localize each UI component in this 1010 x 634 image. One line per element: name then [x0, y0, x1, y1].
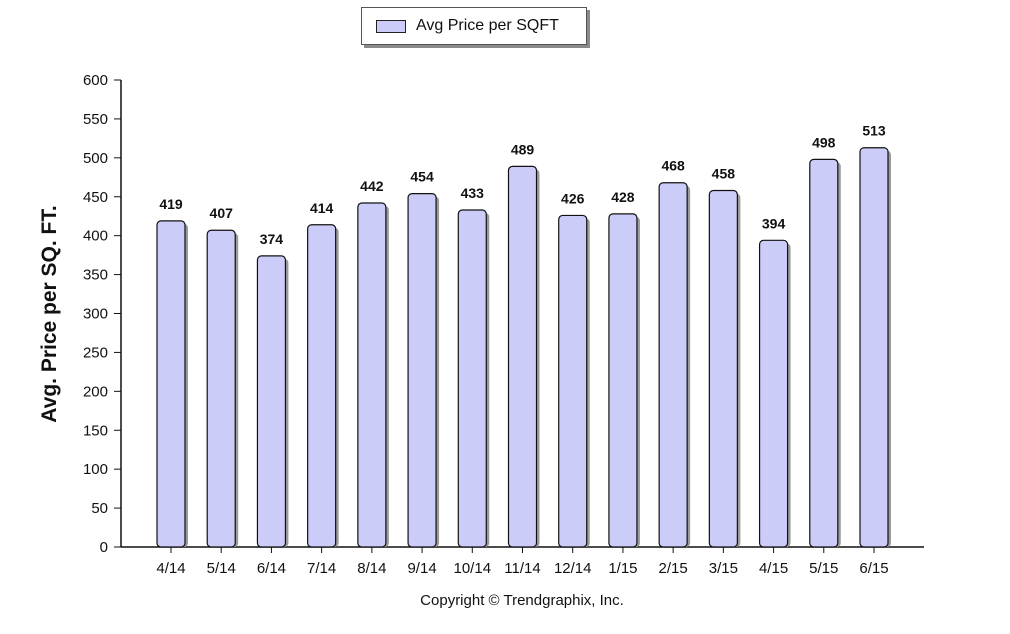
x-tick-label: 4/14	[156, 560, 185, 577]
data-label: 513	[862, 123, 886, 139]
data-label: 374	[260, 231, 284, 247]
y-tick-label: 200	[83, 383, 108, 400]
bar	[558, 214, 588, 548]
data-label: 426	[561, 190, 585, 206]
x-tick-label: 3/15	[709, 560, 738, 577]
x-tick-label: 5/14	[207, 560, 236, 577]
data-label: 407	[210, 205, 234, 221]
y-tick-label: 300	[83, 306, 108, 323]
data-label: 442	[360, 178, 384, 194]
y-tick-label: 250	[83, 344, 108, 361]
data-label: 433	[461, 185, 485, 201]
bar	[457, 209, 487, 548]
chart-legend: Avg Price per SQFT	[361, 7, 587, 45]
x-tick-label: 2/15	[659, 560, 688, 577]
y-tick-label: 350	[83, 267, 108, 284]
y-tick-label: 550	[83, 111, 108, 128]
data-label: 419	[159, 196, 183, 212]
y-tick-label: 100	[83, 461, 108, 478]
x-tick-label: 5/15	[809, 560, 838, 577]
copyright-text: Copyright © Trendgraphix, Inc.	[420, 592, 624, 609]
bar	[859, 147, 889, 548]
x-tick-label: 8/14	[357, 560, 386, 577]
data-label: 468	[661, 158, 685, 174]
x-tick-label: 10/14	[454, 560, 492, 577]
bar	[156, 220, 186, 548]
x-tick-label: 4/15	[759, 560, 788, 577]
bar	[206, 229, 236, 548]
bar	[608, 213, 638, 548]
y-tick-label: 150	[83, 422, 108, 439]
data-label: 394	[762, 215, 786, 231]
x-tick-label: 6/15	[859, 560, 888, 577]
bar	[758, 239, 789, 548]
bar	[809, 158, 839, 548]
data-label: 458	[712, 166, 736, 182]
y-tick-label: 400	[83, 228, 108, 245]
legend-swatch	[376, 20, 406, 33]
bar	[357, 202, 387, 548]
x-tick-label: 6/14	[257, 560, 286, 577]
bar	[407, 193, 437, 548]
data-label: 428	[611, 189, 635, 205]
y-tick-label: 50	[91, 500, 108, 517]
data-label: 454	[410, 169, 434, 185]
bar	[658, 182, 688, 548]
x-tick-label: 11/14	[504, 560, 540, 577]
x-tick-label: 9/14	[407, 560, 436, 577]
y-tick-label: 0	[100, 539, 108, 556]
legend-label: Avg Price per SQFT	[416, 17, 559, 34]
bar	[708, 189, 738, 548]
x-tick-label: 12/14	[554, 560, 592, 577]
bar	[256, 255, 287, 548]
data-label: 414	[310, 200, 334, 216]
y-axis-title: Avg. Price per SQ. FT.	[38, 205, 61, 423]
bar	[507, 165, 538, 548]
y-tick-label: 600	[83, 72, 108, 89]
data-label: 489	[511, 141, 535, 157]
x-tick-label: 7/14	[307, 560, 336, 577]
x-tick-label: 1/15	[608, 560, 637, 577]
y-tick-label: 500	[83, 150, 108, 167]
y-tick-label: 450	[83, 189, 108, 206]
data-label: 498	[812, 134, 836, 150]
bar	[307, 224, 337, 548]
